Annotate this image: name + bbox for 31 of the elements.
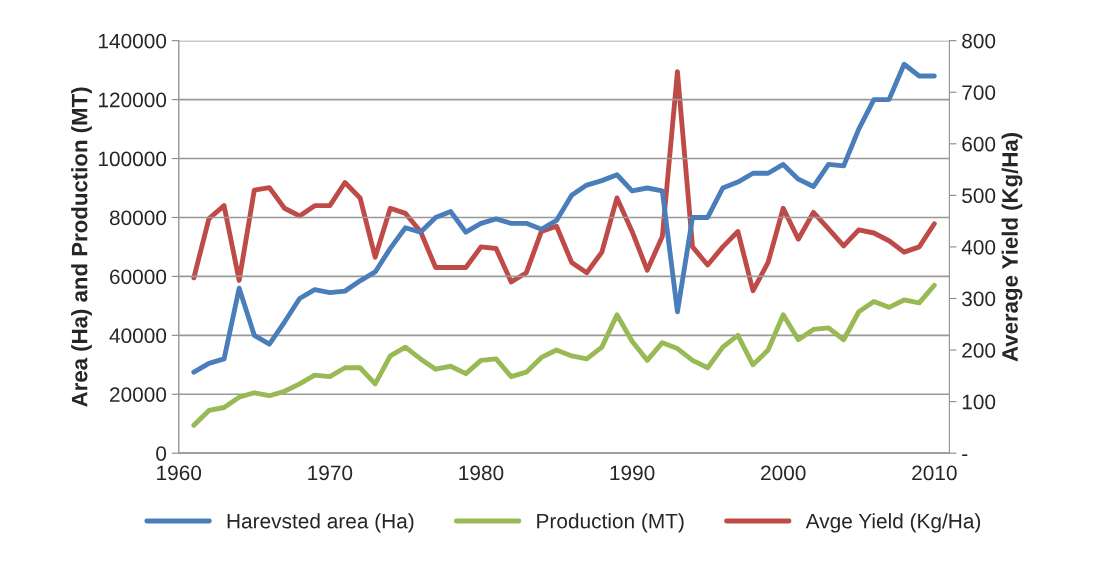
y2-tick-label: 800 [962,33,996,49]
y2-tick-label: 400 [961,239,996,255]
x-tick-label: 2010 [912,465,957,481]
y-tick-label: 20000 [110,387,167,402]
y-tick-label: 60000 [110,269,167,285]
x-tick-label: 2000 [761,465,806,481]
line-series [191,282,937,428]
x-tick-label: 1990 [610,465,655,481]
y2-tick-label: 100 [962,394,996,410]
y2-tick-label: 300 [962,291,996,307]
y2-axis-title: Average Yield (Kg/Ha) [1001,132,1023,362]
y2-tick-label: - [962,454,968,457]
y-tick-label: 100000 [98,151,167,167]
y2-tick-label: 600 [962,136,996,152]
y2-tick-label: 200 [962,343,996,358]
legend-label: Avge Yield (Kg/Ha) [805,513,981,533]
y-tick-label: 40000 [109,328,167,344]
y-tick-label: 0 [156,446,167,461]
x-tick-label: 1980 [459,465,504,481]
line-series [191,69,937,294]
y-axis-title: Area (Ha) and Production (MT) [71,87,92,407]
legend-label: Production (MT) [537,513,684,533]
y2-tick-label: 700 [962,85,996,100]
y-tick-label: 80000 [109,210,167,226]
legend-label: Harevsted area (Ha) [227,513,414,533]
x-tick-label: 1960 [157,465,202,481]
y-tick-label: 140000 [98,33,167,49]
y2-tick-label: 500 [962,188,996,204]
y-tick-label: 120000 [98,92,167,108]
line-series [191,61,937,375]
x-tick-label: 1970 [308,465,353,481]
